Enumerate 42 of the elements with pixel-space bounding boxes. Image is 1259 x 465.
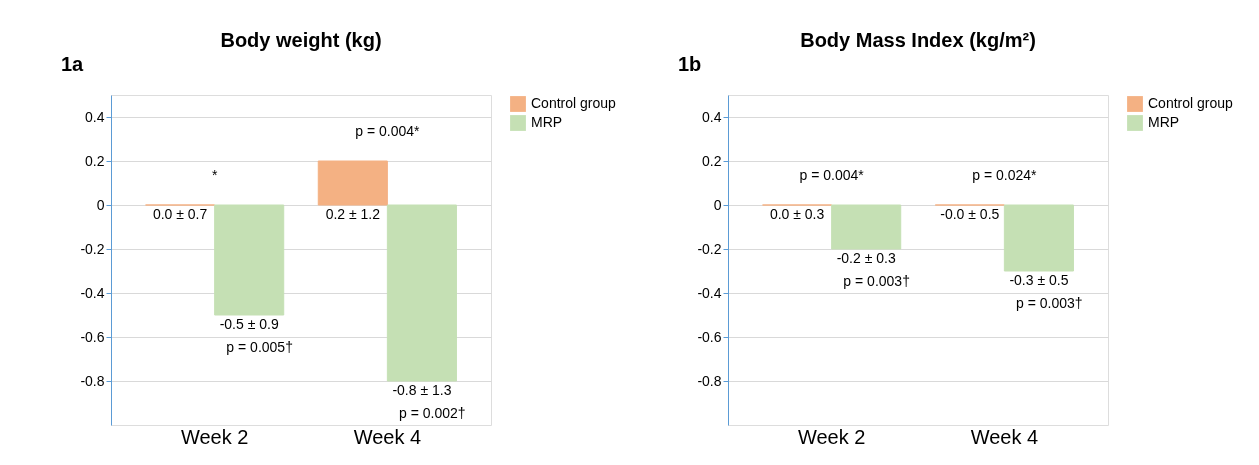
data-label: 0.2 ± 1.2 (325, 206, 381, 222)
text: 1a (61, 53, 85, 75)
y-tick-label: -0.2 (80, 240, 105, 257)
legend-label: MRP (531, 114, 563, 130)
chart-title: Body Mass Index (kg/m²) (800, 29, 1036, 51)
y-tick-label: -0.4 (80, 284, 105, 301)
chart-title: Body weight (kg) (220, 29, 382, 51)
data-label: -0.5 ± 0.9 (219, 316, 279, 332)
x-tick-label: Week 4 (353, 425, 422, 448)
x-tick-label: Week 2 (797, 425, 866, 448)
annotation: p = 0.002† (399, 405, 466, 421)
y-tick-label: -0.2 (697, 240, 722, 257)
x-tick-label: Week 4 (970, 425, 1039, 448)
y-tick-label: -0.8 (80, 372, 105, 389)
legend-label: Control group (531, 95, 617, 111)
y-tick-label: 0.4 (85, 108, 105, 125)
y-tick-label: 0.2 (85, 152, 105, 169)
annotation: p = 0.004* (355, 123, 421, 139)
annotation: p = 0.024* (972, 167, 1038, 183)
annotation: p = 0.005† (226, 339, 293, 355)
legend-label: MRP (1148, 114, 1180, 130)
y-tick-label: -0.8 (697, 372, 722, 389)
data-label: -0.3 ± 0.5 (1009, 272, 1069, 288)
y-tick-label: 0 (713, 196, 722, 213)
y-tick-label: 0 (96, 196, 105, 213)
annotation: p = 0.003† (843, 273, 910, 289)
y-tick-label: 0.4 (702, 108, 722, 125)
annotation: p = 0.004* (799, 167, 865, 183)
data-label: -0.8 ± 1.3 (392, 382, 452, 398)
y-tick-label: -0.6 (697, 328, 722, 345)
data-label: 0.0 ± 0.3 (769, 206, 825, 222)
legend-label: Control group (1148, 95, 1234, 111)
x-tick-label: Week 2 (180, 425, 249, 448)
data-label: -0.2 ± 0.3 (836, 250, 896, 266)
y-tick-label: -0.6 (80, 328, 105, 345)
annotation: * (211, 167, 218, 183)
text: 1b (678, 53, 702, 75)
data-label: 0.0 ± 0.7 (152, 206, 208, 222)
y-tick-label: -0.4 (697, 284, 722, 301)
y-tick-label: 0.2 (702, 152, 722, 169)
annotation: p = 0.003† (1016, 295, 1083, 311)
data-label: -0.0 ± 0.5 (940, 206, 1000, 222)
